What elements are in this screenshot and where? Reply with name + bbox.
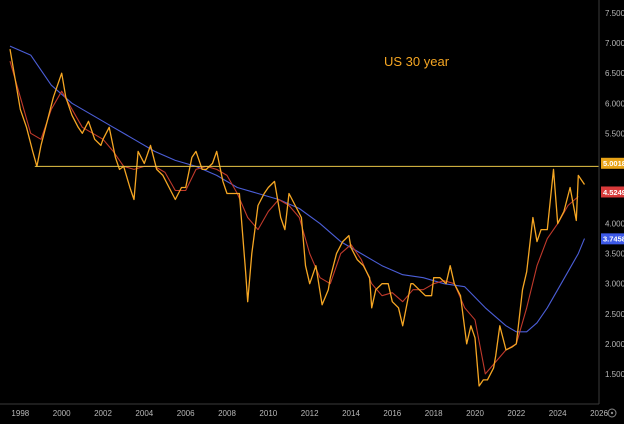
x-tick-label: 2020 (466, 409, 484, 418)
price-badge: 5.0018 (601, 157, 624, 169)
y-tick-label: 3.5000 (605, 250, 624, 259)
y-tick-label: 4.0000 (605, 220, 624, 229)
y-tick-label: 1.5000 (605, 370, 624, 379)
price-badge-bg (601, 157, 624, 169)
price-badge-label: 4.5249 (603, 188, 624, 197)
y-tick-label: 2.5000 (605, 310, 624, 319)
series-line-yield (9, 48, 586, 387)
chart-title: US 30 year (384, 54, 450, 69)
price-badge-label: 5.0018 (603, 159, 624, 168)
y-tick-label: 7.0000 (605, 39, 624, 48)
x-tick-label: 2024 (549, 409, 567, 418)
x-tick-label: 2026 (590, 409, 608, 418)
y-tick-label: 3.0000 (605, 280, 624, 289)
x-tick-label: 2012 (301, 409, 319, 418)
series-layer (9, 45, 586, 387)
series-line-ma_short (9, 60, 579, 375)
price-badge: 4.5249 (601, 186, 624, 198)
x-tick-label: 2006 (177, 409, 195, 418)
x-tick-label: 2018 (425, 409, 443, 418)
x-tick-label: 2010 (259, 409, 277, 418)
series-line-ma_long (9, 45, 586, 333)
price-badge: 3.7458 (601, 233, 624, 245)
x-tick-label: 2008 (218, 409, 236, 418)
x-tick-label: 2016 (383, 409, 401, 418)
price-badge-label: 3.7458 (603, 235, 624, 244)
y-tick-label: 5.5000 (605, 129, 624, 138)
x-tick-label: 2004 (135, 409, 153, 418)
y-tick-label: 6.5000 (605, 69, 624, 78)
x-tick-label: 1998 (11, 409, 29, 418)
price-badge-bg (601, 233, 624, 245)
y-tick-label: 7.5000 (605, 9, 624, 18)
y-tick-label: 2.0000 (605, 340, 624, 349)
x-tick-label: 2022 (507, 409, 525, 418)
y-tick-label: 6.0000 (605, 99, 624, 108)
x-tick-label: 2014 (342, 409, 360, 418)
x-tick-label: 2002 (94, 409, 112, 418)
price-badge-bg (601, 186, 624, 198)
x-tick-label: 2000 (53, 409, 71, 418)
settings-icon[interactable] (607, 408, 617, 418)
